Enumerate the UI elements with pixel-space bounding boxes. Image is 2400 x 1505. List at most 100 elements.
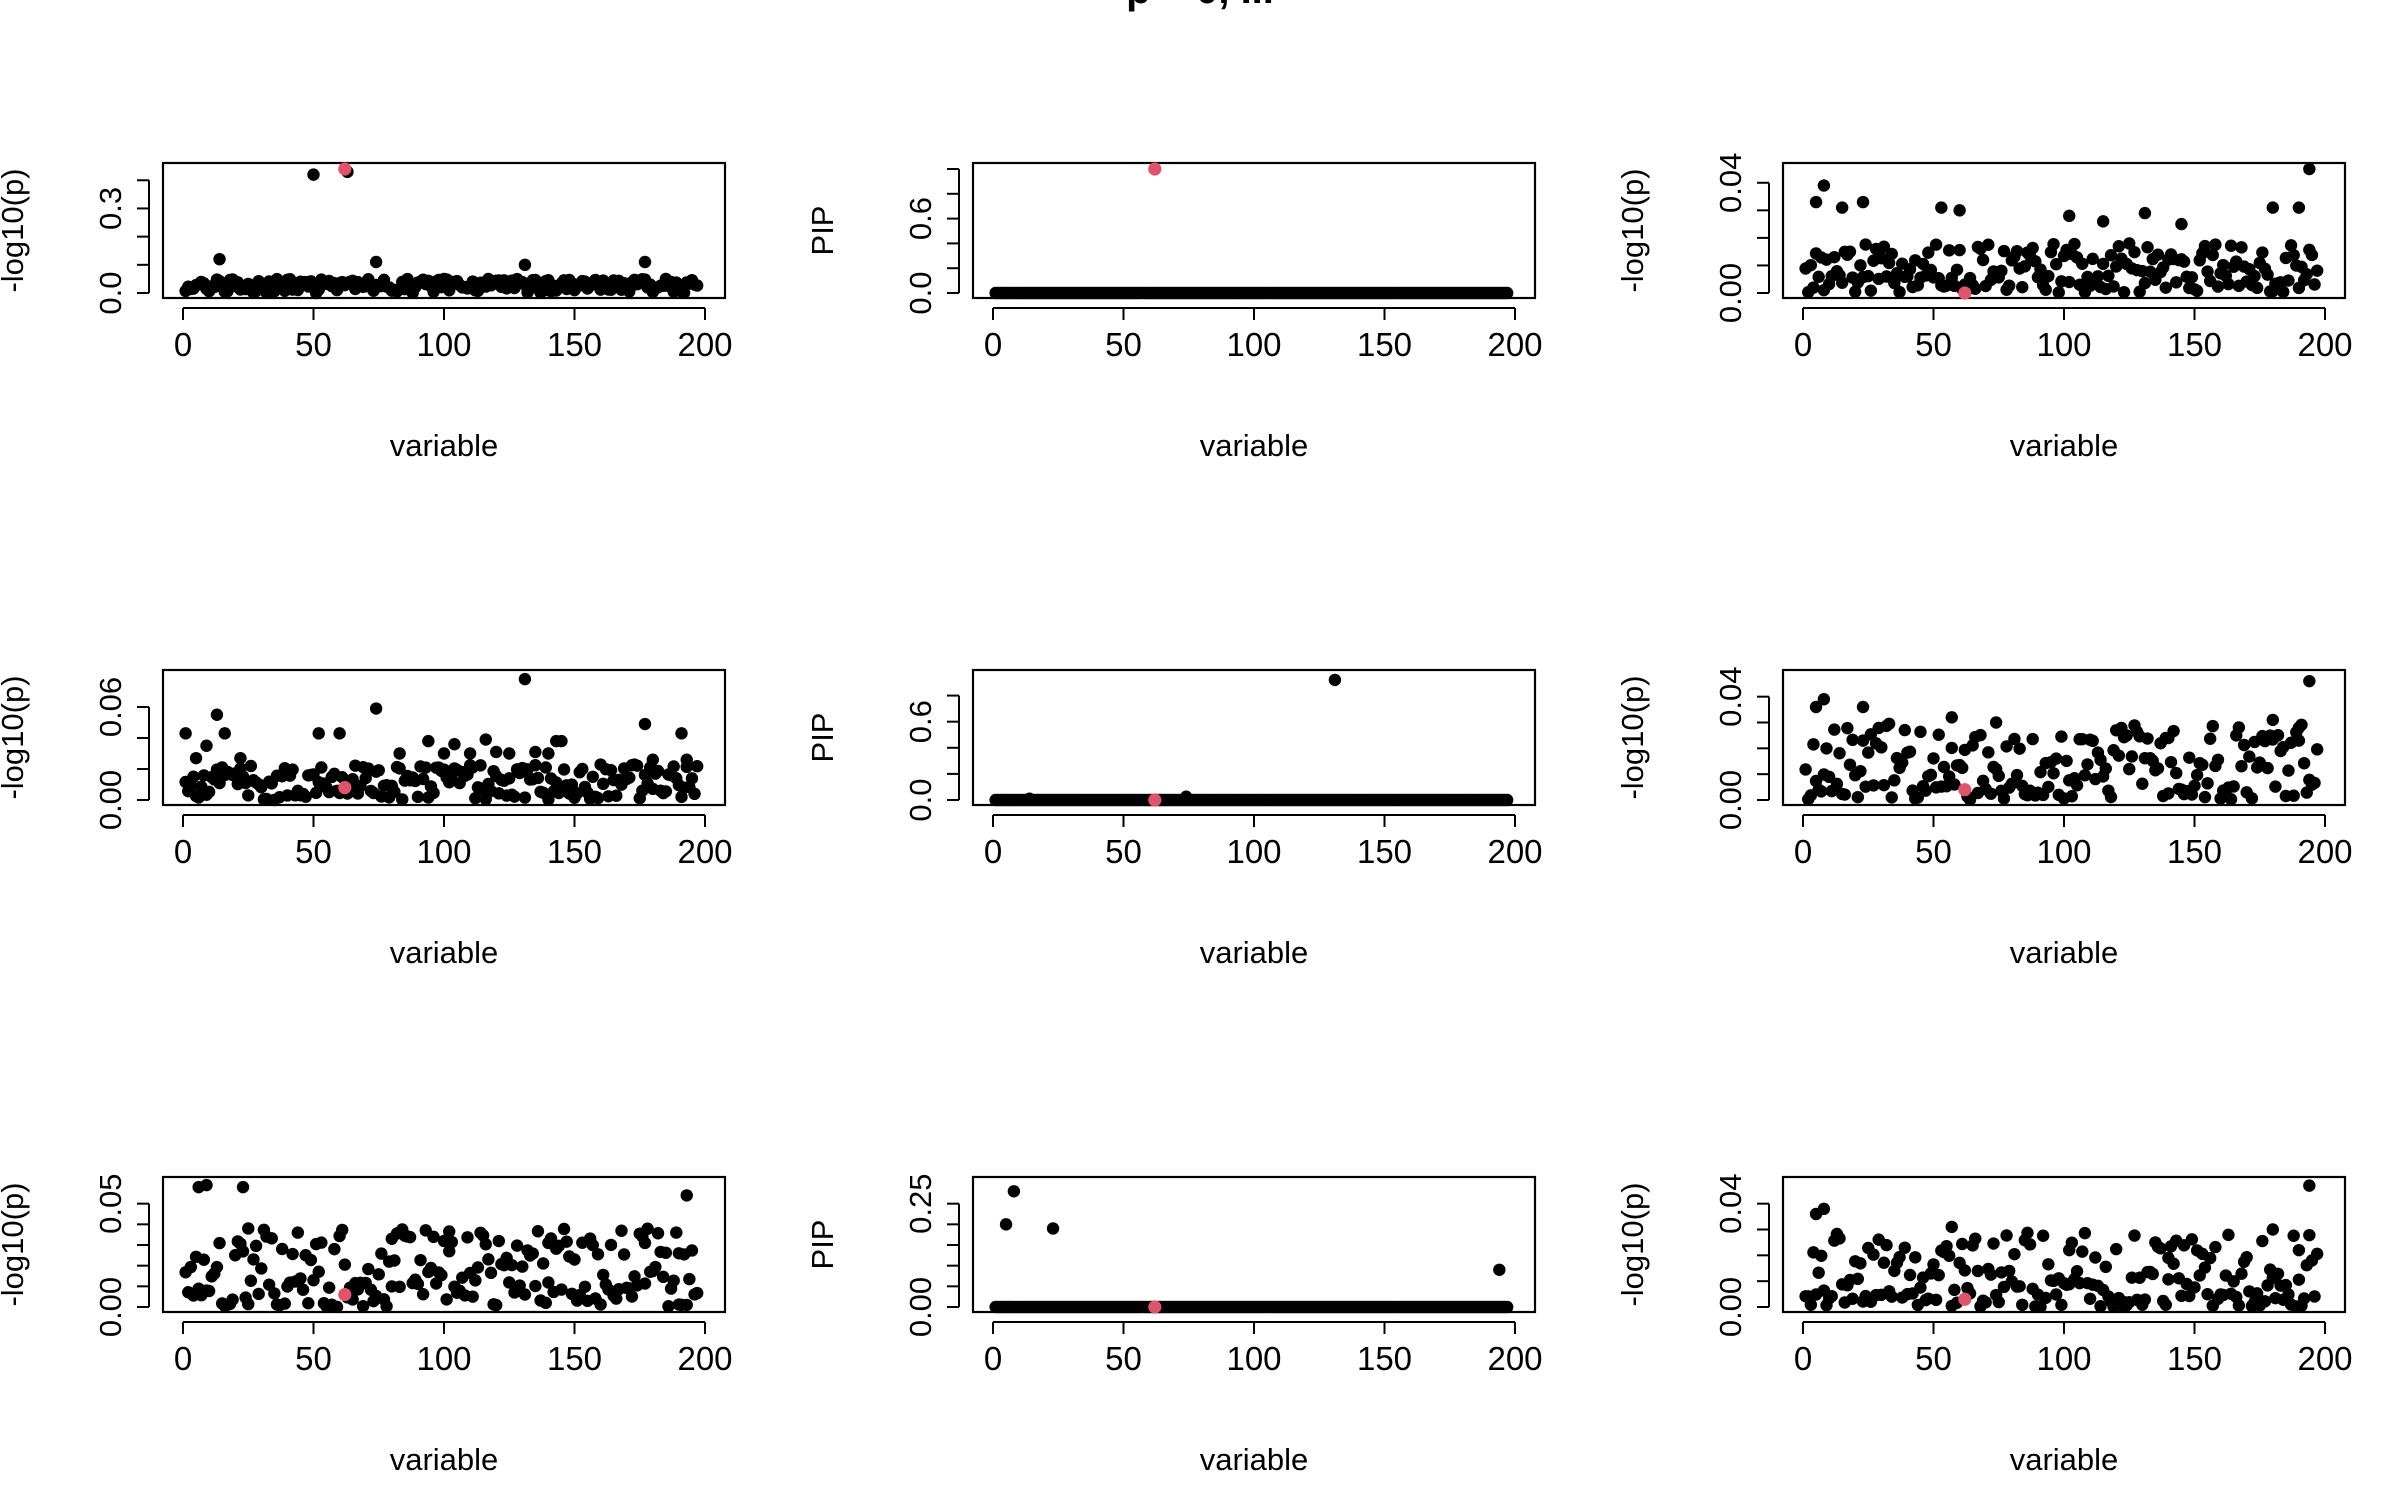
data-point-outlier xyxy=(1953,204,1966,217)
data-point-outlier xyxy=(2303,1179,2316,1192)
y-tick-label: 0.00 xyxy=(1713,263,1748,323)
y-tick-label: 0.00 xyxy=(1713,1277,1748,1337)
data-point xyxy=(1987,1237,2000,1250)
data-point xyxy=(2277,285,2290,299)
data-point xyxy=(1953,243,1966,257)
data-point xyxy=(2198,790,2212,804)
data-point xyxy=(1919,784,1932,797)
data-point xyxy=(484,1266,498,1280)
data-point xyxy=(667,1274,680,1287)
data-point xyxy=(2068,237,2081,251)
data-point xyxy=(1992,1295,2005,1309)
x-tick-label: 200 xyxy=(2297,326,2352,363)
data-point xyxy=(471,1261,485,1274)
plot-box xyxy=(971,668,1537,807)
data-point xyxy=(529,1279,542,1293)
data-point xyxy=(416,1287,430,1301)
data-point xyxy=(536,1257,550,1270)
data-point xyxy=(440,1293,453,1306)
data-point xyxy=(302,1297,315,1310)
data-point xyxy=(275,1242,289,1256)
data-point xyxy=(1895,756,1909,769)
data-point xyxy=(474,759,487,772)
data-point xyxy=(1932,1268,1945,1282)
data-point xyxy=(1877,1256,1891,1269)
data-point xyxy=(236,1245,250,1258)
data-point xyxy=(2300,268,2313,281)
y-axis-label: -log10(p) xyxy=(0,1182,30,1306)
data-point xyxy=(2206,248,2219,262)
x-tick-label: 0 xyxy=(174,833,192,870)
data-point xyxy=(1948,778,1961,791)
data-point xyxy=(1992,769,2005,783)
data-point xyxy=(1914,1281,1927,1294)
data-point xyxy=(2000,740,2013,753)
data-point xyxy=(1859,238,1872,251)
data-point xyxy=(2279,1278,2293,1292)
data-point xyxy=(2287,789,2300,802)
x-tick-label: 150 xyxy=(547,833,602,870)
panel-3: 0 50 100 150 200 variable 0.00 0.04 -log10(p) xyxy=(1615,153,2353,463)
data-point xyxy=(2258,1295,2272,1308)
data-point-outlier xyxy=(437,747,451,760)
data-point-outlier xyxy=(1179,790,1193,803)
data-points xyxy=(1799,1179,2324,1314)
data-point xyxy=(336,771,349,784)
data-point xyxy=(2016,280,2029,294)
data-point xyxy=(1888,774,1901,787)
data-point-outlier xyxy=(369,702,383,715)
data-point xyxy=(1815,785,1828,798)
y-tick-label: 0.04 xyxy=(1713,666,1748,726)
data-point xyxy=(518,1288,532,1301)
data-points xyxy=(1799,162,2324,300)
panel-9: 0 50 100 150 200 variable 0.00 0.04 -log10(p) xyxy=(1615,1173,2353,1477)
data-point xyxy=(657,1270,670,1284)
y-axis-label: PIP xyxy=(805,206,840,256)
data-point xyxy=(2232,721,2246,734)
data-point xyxy=(372,1268,385,1281)
data-point xyxy=(1854,259,1867,272)
data-point xyxy=(597,777,610,791)
data-point xyxy=(2055,1298,2068,1312)
data-point xyxy=(1997,792,2011,805)
data-point xyxy=(2211,280,2225,293)
data-point xyxy=(604,1238,618,1252)
data-point xyxy=(2224,239,2238,252)
data-point xyxy=(2070,779,2084,792)
data-point xyxy=(510,1239,524,1252)
data-point-outlier xyxy=(518,672,532,686)
highlight-point xyxy=(1148,1300,1162,1314)
data-point xyxy=(641,1222,654,1235)
data-point xyxy=(683,1272,696,1286)
data-point xyxy=(2078,1226,2092,1240)
data-point xyxy=(1830,777,1844,791)
data-point xyxy=(1851,790,1865,804)
data-point xyxy=(380,1300,393,1313)
data-point xyxy=(568,1253,581,1266)
data-point xyxy=(2203,732,2217,745)
y-axis-label: PIP xyxy=(805,713,840,763)
data-point-outlier xyxy=(1817,179,1831,192)
data-point xyxy=(531,1225,545,1238)
data-point xyxy=(604,764,618,777)
data-point xyxy=(2141,732,2154,745)
x-tick-label: 0 xyxy=(1794,326,1812,363)
data-point xyxy=(202,1284,216,1298)
data-point xyxy=(2170,276,2183,289)
data-point xyxy=(2183,751,2196,764)
data-point xyxy=(2039,1291,2052,1305)
data-point-outlier xyxy=(555,734,568,748)
data-point xyxy=(1804,1298,1818,1311)
data-point xyxy=(610,1292,623,1305)
y-tick-label: 0.25 xyxy=(903,1173,938,1233)
data-point xyxy=(649,1260,662,1274)
data-point xyxy=(416,772,430,786)
data-point xyxy=(2190,284,2204,298)
data-point xyxy=(1903,263,1917,276)
data-point xyxy=(1940,1239,1953,1253)
data-point xyxy=(403,1230,417,1244)
data-point xyxy=(667,760,680,773)
x-axis-label: variable xyxy=(1200,428,1309,463)
data-point-outlier xyxy=(2292,201,2306,214)
data-point xyxy=(2284,239,2298,252)
